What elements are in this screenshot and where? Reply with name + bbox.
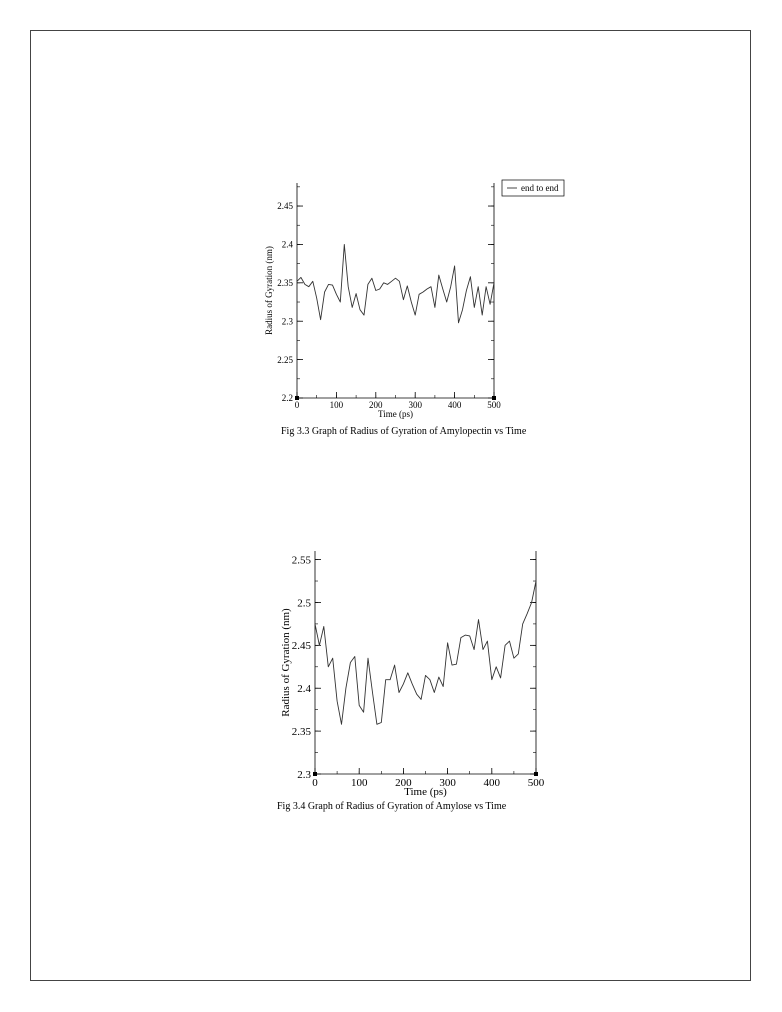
chart-2: 2.3 2.35 2.4 2.45 2.5 2.55 0 100 200 300 400 500 Tim… [280,551,545,798]
y-tick-label: 2.5 [297,597,311,609]
y-tick-label: 2.55 [292,554,312,566]
x-tick-label: 0 [312,777,318,789]
y-tick-label: 2.25 [277,355,293,365]
x-axis-label: Time (ps) [378,409,413,419]
corner-marker [295,396,299,400]
y-axis-label: Radius of Gyration (nm) [264,246,274,335]
y-tick-label: 2.4 [297,683,311,695]
y-tick-label: 2.4 [282,240,294,250]
y-tick-label: 2.45 [277,201,293,211]
corner-marker [492,396,496,400]
legend-box [501,179,565,197]
y-axis-label: Radius of Gyration (nm) [280,608,292,717]
x-tick-label: 500 [487,400,501,410]
series-line [296,243,495,324]
x-tick-label: 400 [484,777,501,789]
legend-label: end to end [521,183,559,193]
x-tick-label: 0 [295,400,300,410]
y-tick-label: 2.35 [292,726,312,738]
y-tick-label: 2.35 [277,278,293,288]
chart-1: 2.2 2.25 2.3 2.35 2.4 2.45 0 100 200 300 400 500 Tim… [264,179,565,419]
x-tick-label: 400 [448,400,462,410]
corner-marker [534,772,538,776]
page-border [30,30,751,981]
x-tick-label: 300 [439,777,456,789]
x-axis-label: Time (ps) [404,786,447,798]
corner-marker [313,772,317,776]
y-tick-label: 2.45 [292,640,312,652]
x-tick-label: 200 [395,777,412,789]
series-line [314,580,537,725]
x-tick-label: 100 [351,777,368,789]
y-tick-label: 2.3 [282,316,294,326]
figure-caption-3-3: Fig 3.3 Graph of Radius of Gyration of A… [281,426,527,437]
figure-caption-3-4: Fig 3.4 Graph of Radius of Gyration of A… [277,801,507,812]
x-tick-label: 500 [528,777,545,789]
x-tick-label: 300 [408,400,422,410]
x-tick-label: 100 [330,400,344,410]
y-tick-label: 2.3 [297,769,311,781]
y-tick-label: 2.2 [282,393,293,403]
legend: end to end [501,179,565,197]
x-tick-label: 200 [369,400,383,410]
